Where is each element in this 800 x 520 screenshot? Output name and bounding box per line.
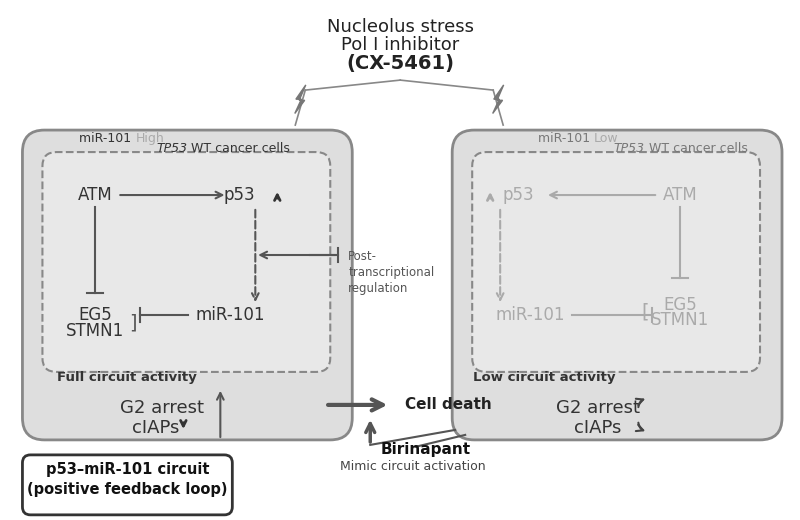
Text: miR-101: miR-101 bbox=[79, 132, 135, 145]
FancyBboxPatch shape bbox=[22, 455, 232, 515]
Text: [: [ bbox=[642, 303, 649, 321]
Text: Pol I inhibitor: Pol I inhibitor bbox=[341, 36, 459, 54]
Text: Low circuit activity: Low circuit activity bbox=[473, 371, 616, 384]
Text: EG5: EG5 bbox=[663, 296, 697, 314]
Text: miR-101: miR-101 bbox=[495, 306, 565, 324]
Text: G2 arrest: G2 arrest bbox=[556, 399, 640, 417]
Text: (positive feedback loop): (positive feedback loop) bbox=[27, 483, 228, 497]
Text: Low: Low bbox=[594, 132, 618, 145]
Text: Mimic circuit activation: Mimic circuit activation bbox=[340, 460, 486, 473]
Text: p53–miR-101 circuit: p53–miR-101 circuit bbox=[46, 462, 209, 477]
Text: EG5: EG5 bbox=[78, 306, 112, 324]
Text: cIAPs: cIAPs bbox=[574, 419, 622, 437]
Text: TP53: TP53 bbox=[614, 141, 645, 154]
Text: Nucleolus stress: Nucleolus stress bbox=[326, 18, 474, 36]
Text: cIAPs: cIAPs bbox=[132, 419, 179, 437]
Text: STMN1: STMN1 bbox=[66, 322, 125, 340]
Text: STMN1: STMN1 bbox=[651, 311, 709, 329]
Text: Birinapant: Birinapant bbox=[380, 443, 470, 458]
Text: ATM: ATM bbox=[662, 186, 698, 204]
Text: Post-
transcriptional
regulation: Post- transcriptional regulation bbox=[348, 250, 434, 295]
FancyBboxPatch shape bbox=[452, 130, 782, 440]
Text: miR-101: miR-101 bbox=[538, 132, 594, 145]
Text: High: High bbox=[135, 132, 164, 145]
Text: ATM: ATM bbox=[78, 186, 113, 204]
Polygon shape bbox=[493, 85, 504, 113]
FancyBboxPatch shape bbox=[42, 152, 330, 372]
Text: miR-101: miR-101 bbox=[195, 306, 265, 324]
Text: G2 arrest: G2 arrest bbox=[120, 399, 204, 417]
Text: (CX-5461): (CX-5461) bbox=[346, 54, 454, 73]
FancyBboxPatch shape bbox=[472, 152, 760, 372]
Text: p53: p53 bbox=[224, 186, 255, 204]
Text: ]: ] bbox=[130, 314, 137, 332]
Text: WT cancer cells: WT cancer cells bbox=[645, 141, 748, 154]
FancyBboxPatch shape bbox=[22, 130, 352, 440]
Text: p53: p53 bbox=[502, 186, 534, 204]
Text: Cell death: Cell death bbox=[406, 397, 492, 412]
Text: WT cancer cells: WT cancer cells bbox=[187, 141, 290, 154]
Text: Full circuit activity: Full circuit activity bbox=[58, 371, 197, 384]
Polygon shape bbox=[294, 85, 306, 113]
Text: TP53: TP53 bbox=[156, 141, 187, 154]
